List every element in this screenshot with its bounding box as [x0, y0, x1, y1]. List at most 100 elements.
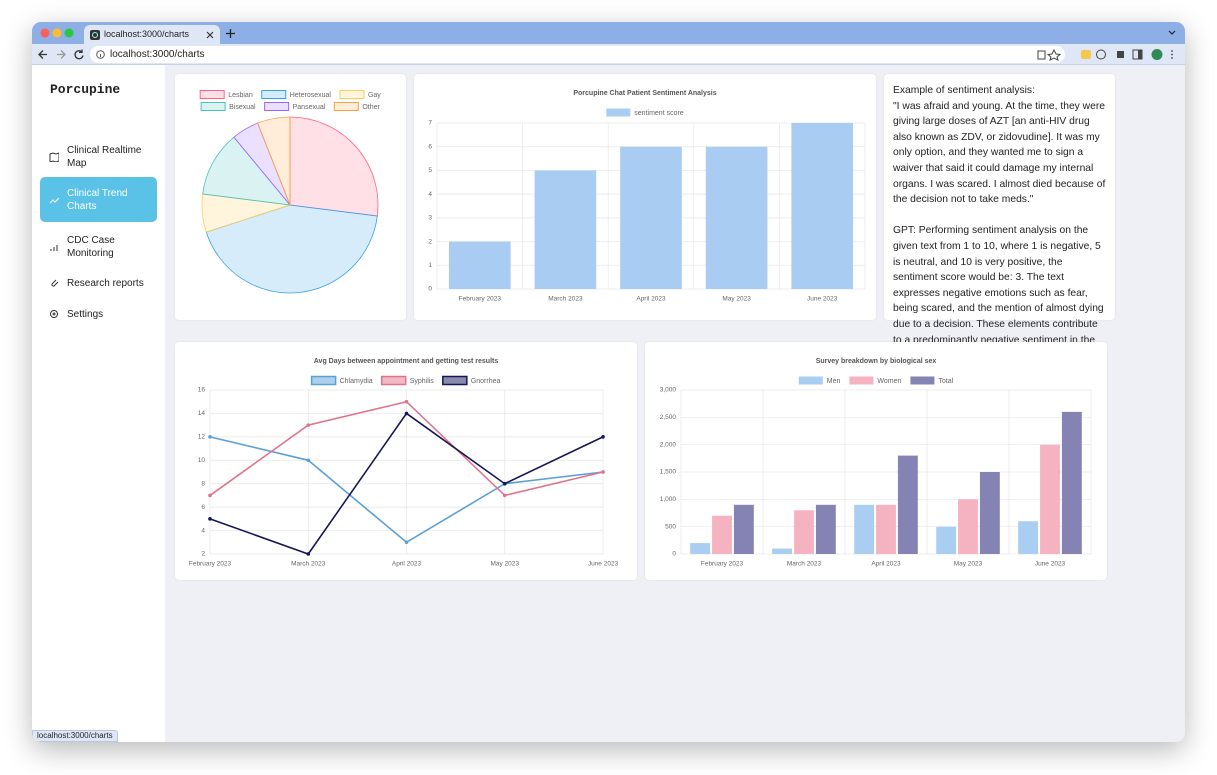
point [404, 411, 409, 416]
sidebar: Porcupine Clinical Realtime Map Clinical … [32, 65, 165, 742]
pie-card: Lesbian Heterosexual Gay Bisexual Pansexual O… [175, 74, 406, 320]
line-chart: Avg Days between appointment and getting… [189, 358, 619, 568]
legend-item: Chlamydia [310, 375, 373, 386]
chart-title: Survey breakdown by biological sex [816, 358, 937, 365]
legend-swatch [333, 102, 359, 111]
legend-item: Gay [339, 90, 381, 99]
bar [979, 472, 1000, 554]
x-tick-label: June 2023 [1035, 561, 1066, 568]
y-tick-label: 3,000 [660, 387, 677, 394]
nav-label: Research reports [67, 277, 144, 289]
bar [772, 548, 793, 554]
bar [854, 504, 875, 554]
legend-label: Bisexual [229, 104, 256, 111]
legend-label: Women [877, 378, 901, 385]
legend-swatch [606, 108, 631, 117]
legend-swatch [910, 376, 935, 385]
point [306, 552, 311, 556]
legend-item: Women [849, 376, 902, 385]
nav-item[interactable]: Research reports [40, 272, 157, 294]
legend-item: Gnorrhea [442, 375, 501, 386]
legend-item: Pansexual [264, 102, 326, 111]
legend: sentiment score [606, 108, 684, 117]
y-tick-label: 0 [428, 286, 432, 293]
y-tick-label: 10 [198, 457, 206, 464]
point [601, 435, 605, 439]
pie-chart: Lesbian Heterosexual Gay Bisexual Pansexual O… [199, 90, 381, 294]
legend: Chlamydia Syphilis Gnorrhea [310, 375, 501, 386]
bar [897, 455, 918, 554]
nav-icon [50, 245, 58, 251]
browser-tab[interactable]: localhost:3000/charts [84, 25, 220, 44]
bar [534, 170, 597, 289]
y-tick-label: 3 [428, 215, 432, 222]
point [208, 435, 212, 439]
tab-bar: localhost:3000/charts [32, 22, 1185, 44]
nav-label: Settings [67, 308, 104, 320]
y-tick-label: 2 [201, 551, 205, 558]
bar [936, 526, 957, 554]
pie-slice [205, 204, 378, 294]
address-bar[interactable]: localhost:3000/charts [90, 46, 1065, 63]
bar-card: Porcupine Chat Patient Sentiment Analysi… [414, 74, 876, 320]
legend-swatch [849, 376, 874, 385]
legend-swatch [310, 375, 337, 386]
bar [690, 543, 711, 554]
bar [1018, 521, 1039, 554]
legend-label: Syphilis [410, 378, 435, 385]
legend-label: Lesbian [228, 92, 253, 99]
y-tick-label: 6 [428, 143, 432, 150]
browser-window: localhost:3000/charts localhost:3000/cha… [32, 22, 1185, 742]
y-tick-label: 4 [201, 527, 205, 534]
point [404, 399, 409, 404]
legend-swatch [200, 102, 226, 111]
y-tick-label: 8 [201, 480, 205, 487]
legend-label: Gay [368, 92, 381, 99]
nav-item[interactable]: Clinical Realtime Map [40, 137, 157, 177]
legend-item: Bisexual [200, 102, 256, 111]
grouped-bar-card: Survey breakdown by biological sex Men Wom… [645, 342, 1107, 580]
point [208, 493, 212, 498]
bar [448, 241, 511, 289]
legend-swatch [339, 90, 365, 99]
bar [794, 510, 814, 554]
zoom-button[interactable] [64, 28, 74, 38]
nav-label: CDC Case Monitoring [67, 235, 115, 259]
legend-label: Other [362, 104, 380, 111]
close-button[interactable] [40, 28, 50, 38]
status-bar: localhost:3000/charts [32, 730, 118, 742]
nav-item[interactable]: Clinical Trend Charts [40, 177, 157, 222]
tab-close[interactable] [206, 31, 214, 39]
legend: Lesbian Heterosexual Gay [199, 90, 381, 99]
y-tick-label: 2 [428, 238, 432, 245]
x-tick-label: April 2023 [392, 561, 422, 568]
bar [733, 504, 754, 554]
nav-item[interactable]: Settings [40, 303, 157, 325]
legend-label: Chlamydia [340, 378, 373, 385]
y-tick-label: 5 [428, 167, 432, 174]
legend-label: Total [938, 378, 953, 385]
toolbar-icons[interactable] [1037, 48, 1182, 61]
legend-item: Heterosexual [261, 90, 331, 99]
nav-buttons[interactable] [38, 49, 86, 60]
chart-title: Porcupine Chat Patient Sentiment Analysi… [573, 90, 716, 97]
minimize-button[interactable] [52, 28, 62, 38]
legend-swatch [442, 375, 468, 386]
pie-slice [257, 116, 291, 206]
legend-label: Gnorrhea [471, 378, 501, 385]
tab-menu[interactable] [1168, 30, 1176, 36]
new-tab[interactable] [226, 29, 235, 38]
y-tick-label: 12 [198, 434, 206, 441]
nav-icon [49, 197, 59, 203]
bar [876, 504, 896, 554]
nav-item[interactable]: CDC Case Monitoring [40, 227, 157, 267]
chart-title: Avg Days between appointment and getting… [314, 358, 499, 365]
y-tick-label: 2,000 [660, 441, 677, 448]
legend-item: Syphilis [380, 375, 435, 386]
x-tick-label: March 2023 [548, 296, 583, 303]
y-tick-label: 1,000 [660, 496, 677, 503]
analysis-heading: Example of sentiment analysis: [893, 85, 1035, 96]
y-tick-label: 16 [198, 387, 206, 394]
point [404, 540, 409, 545]
y-tick-label: 2,500 [660, 414, 677, 421]
